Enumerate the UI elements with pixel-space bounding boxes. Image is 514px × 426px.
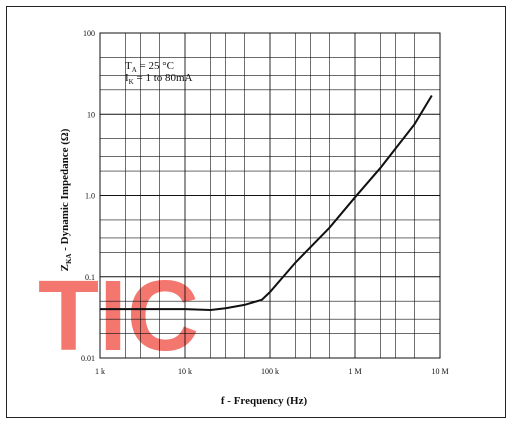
watermark-text: TIC: [38, 260, 199, 372]
x-tick-label: 10 k: [178, 367, 192, 376]
chart-grid: [100, 33, 440, 358]
y-tick-label: 0.1: [85, 273, 95, 282]
x-axis-label: f - Frequency (Hz): [221, 395, 308, 407]
y-tick-labels: 0.01 0.1 1.0 10 100: [81, 29, 95, 363]
y-tick-label: 10: [87, 110, 95, 119]
y-axis-label: ZKA - Dynamic Impedance (Ω): [59, 128, 73, 271]
y-tick-label: 1.0: [85, 192, 95, 201]
annotation-temperature: TA = 25 °C: [125, 60, 174, 74]
impedance-curve: [100, 94, 433, 312]
chart-frame: [6, 6, 506, 418]
x-tick-label: 1 M: [348, 367, 361, 376]
y-tick-label: 0.01: [81, 354, 95, 363]
x-tick-label: 1 k: [95, 367, 105, 376]
x-tick-labels: 1 k 10 k 100 k 1 M 10 M: [95, 367, 449, 376]
x-tick-label: 100 k: [261, 367, 279, 376]
plot-area: [99, 32, 441, 359]
y-tick-label: 100: [83, 29, 95, 38]
x-tick-label: 10 M: [431, 367, 448, 376]
annotation-current: IK = 1 to 80mA: [125, 72, 193, 86]
